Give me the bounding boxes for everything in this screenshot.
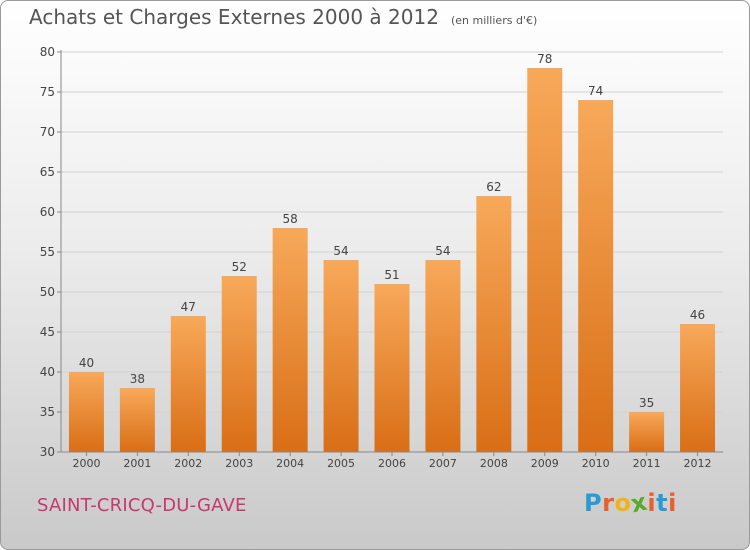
- logo-letter: i: [668, 489, 677, 517]
- x-tick-label: 2012: [684, 457, 712, 470]
- bars-group: 40 38 47 52 58 54 51 54 62 78 74 35 46: [68, 52, 716, 452]
- logo-letter: P: [584, 489, 603, 517]
- commune-name: SAINT-CRICQ-DU-GAVE: [37, 495, 247, 516]
- x-tick-label: 2006: [378, 457, 406, 470]
- bar-2001: [119, 388, 155, 452]
- logo-letter: r: [602, 489, 615, 517]
- logo-letter: t: [656, 489, 669, 517]
- x-tick-label: 2000: [72, 457, 100, 470]
- logo-letter: i: [647, 489, 657, 517]
- bar-2008: [476, 196, 512, 452]
- bar-value-label: 58: [283, 212, 298, 226]
- y-tick-label: 60: [40, 205, 55, 219]
- bar-2006: [374, 284, 410, 452]
- x-tick-label: 2009: [531, 457, 559, 470]
- proxiti-logo: Proxiti: [584, 488, 677, 519]
- x-tick-label: 2003: [225, 457, 253, 470]
- bar-2011: [629, 412, 665, 452]
- bar-value-label: 51: [384, 268, 399, 282]
- bar-value-label: 52: [232, 260, 247, 274]
- bar-value-label: 54: [333, 244, 348, 258]
- bar-value-label: 74: [588, 84, 603, 98]
- y-tick-label: 30: [40, 445, 55, 459]
- x-tick-label: 2001: [123, 457, 151, 470]
- x-tick-label: 2005: [327, 457, 355, 470]
- bar-value-label: 35: [639, 396, 654, 410]
- bar-2009: [527, 68, 563, 452]
- bar-2004: [272, 228, 308, 452]
- x-tick-label: 2011: [633, 457, 661, 470]
- bar-2012: [680, 324, 716, 452]
- chart-title: Achats et Charges Externes 2000 à 2012: [29, 5, 439, 29]
- y-tick-label: 80: [40, 45, 55, 59]
- bar-2005: [323, 260, 359, 452]
- bar-2003: [221, 276, 257, 452]
- x-tick-label: 2002: [174, 457, 202, 470]
- bar-2002: [170, 316, 206, 452]
- bar-value-label: 62: [486, 180, 501, 194]
- y-tick-label: 75: [40, 85, 55, 99]
- y-tick-label: 50: [40, 285, 55, 299]
- logo-letter: o: [614, 489, 632, 517]
- bar-value-label: 54: [435, 244, 450, 258]
- bar-value-label: 78: [537, 52, 552, 66]
- bar-2010: [578, 100, 614, 452]
- bar-value-label: 47: [181, 300, 196, 314]
- x-tick-label: 2010: [582, 457, 610, 470]
- y-tick-label: 45: [40, 325, 55, 339]
- y-tick-label: 40: [40, 365, 55, 379]
- bar-value-label: 38: [130, 372, 145, 386]
- x-tick-label: 2007: [429, 457, 457, 470]
- chart-title-block: Achats et Charges Externes 2000 à 2012 (e…: [29, 5, 537, 29]
- chart-unit-label: (en milliers d'€): [450, 14, 538, 27]
- y-tick-label: 70: [40, 125, 55, 139]
- bar-2007: [425, 260, 461, 452]
- y-tick-label: 35: [40, 405, 55, 419]
- y-tick-label: 55: [40, 245, 55, 259]
- bar-value-label: 40: [79, 356, 94, 370]
- bar-2000: [68, 372, 104, 452]
- x-tick-label: 2008: [480, 457, 508, 470]
- x-tick-label: 2004: [276, 457, 304, 470]
- bar-value-label: 46: [690, 308, 705, 322]
- y-tick-label: 65: [40, 165, 55, 179]
- axes-group: 30 35 40 45 50 55 60 65 70 75 80 2000 2001 2002 2003 20…: [40, 45, 723, 470]
